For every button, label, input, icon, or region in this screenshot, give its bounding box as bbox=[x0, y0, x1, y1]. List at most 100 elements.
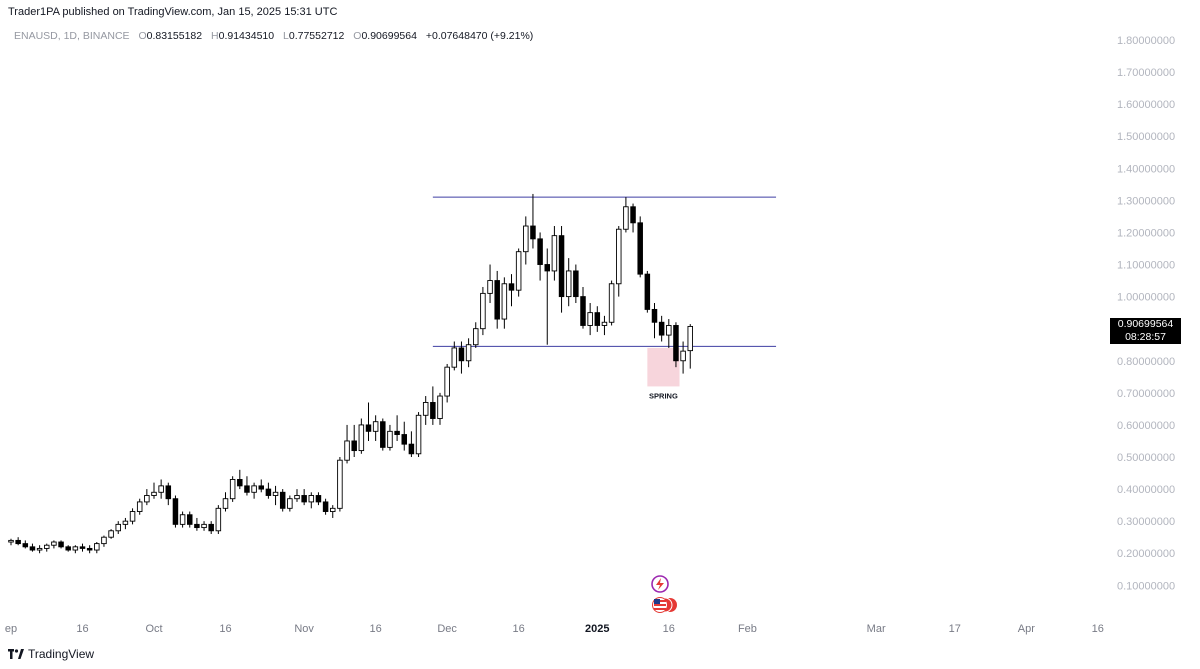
candle[interactable] bbox=[351, 424, 357, 457]
candle[interactable] bbox=[222, 492, 229, 512]
lightning-icon[interactable] bbox=[651, 575, 669, 593]
candle[interactable] bbox=[473, 322, 479, 348]
candle[interactable] bbox=[322, 498, 329, 515]
candle[interactable] bbox=[344, 424, 350, 464]
candle[interactable] bbox=[594, 306, 601, 332]
candle[interactable] bbox=[487, 264, 493, 304]
candle[interactable] bbox=[136, 498, 143, 515]
candle[interactable] bbox=[616, 226, 622, 297]
candle[interactable] bbox=[108, 529, 114, 539]
candle[interactable] bbox=[387, 424, 393, 451]
candle[interactable] bbox=[544, 248, 551, 345]
candle[interactable] bbox=[558, 226, 565, 313]
candle[interactable] bbox=[530, 193, 536, 249]
candle[interactable] bbox=[651, 303, 658, 339]
candle[interactable] bbox=[437, 392, 443, 425]
candle[interactable] bbox=[72, 545, 79, 554]
candle[interactable] bbox=[86, 545, 93, 554]
candle[interactable] bbox=[330, 505, 336, 518]
candle[interactable] bbox=[165, 482, 172, 506]
candle[interactable] bbox=[451, 341, 458, 371]
candle[interactable] bbox=[244, 476, 250, 496]
candle[interactable] bbox=[508, 274, 515, 307]
candle[interactable] bbox=[58, 540, 64, 549]
candle[interactable] bbox=[608, 280, 615, 326]
candle[interactable] bbox=[551, 226, 558, 281]
candle[interactable] bbox=[480, 286, 486, 336]
candle[interactable] bbox=[422, 396, 429, 425]
candle[interactable] bbox=[237, 469, 243, 490]
candle[interactable] bbox=[680, 341, 686, 374]
candle[interactable] bbox=[208, 521, 214, 534]
candle[interactable] bbox=[458, 341, 465, 374]
candle[interactable] bbox=[673, 322, 679, 368]
candle[interactable] bbox=[301, 489, 307, 506]
candle[interactable] bbox=[537, 232, 543, 281]
legend-symbol[interactable]: ENAUSD, 1D, BINANCE bbox=[14, 30, 130, 42]
candle[interactable] bbox=[65, 545, 71, 552]
candle[interactable] bbox=[8, 538, 14, 546]
candle[interactable] bbox=[308, 492, 315, 509]
candle[interactable] bbox=[358, 418, 365, 454]
candle[interactable] bbox=[415, 412, 422, 457]
candle[interactable] bbox=[279, 489, 286, 512]
candle[interactable] bbox=[158, 479, 164, 499]
candle[interactable] bbox=[515, 248, 522, 297]
candle[interactable] bbox=[172, 495, 179, 528]
candle[interactable] bbox=[215, 505, 222, 534]
candle[interactable] bbox=[179, 511, 186, 528]
candle[interactable] bbox=[287, 495, 293, 512]
candle[interactable] bbox=[144, 489, 150, 506]
candle[interactable] bbox=[372, 415, 379, 441]
candle[interactable] bbox=[644, 270, 651, 313]
candle[interactable] bbox=[601, 315, 608, 336]
candle[interactable] bbox=[186, 511, 193, 528]
candle[interactable] bbox=[580, 286, 586, 329]
candle[interactable] bbox=[380, 418, 386, 451]
candle[interactable] bbox=[251, 482, 257, 499]
candle[interactable] bbox=[587, 303, 593, 336]
candle[interactable] bbox=[430, 386, 436, 425]
candle[interactable] bbox=[101, 535, 107, 547]
candle[interactable] bbox=[22, 540, 29, 549]
candle[interactable] bbox=[272, 485, 279, 506]
candle[interactable] bbox=[401, 421, 408, 451]
candle[interactable] bbox=[51, 540, 57, 549]
candle[interactable] bbox=[15, 537, 21, 546]
candle[interactable] bbox=[394, 415, 400, 441]
candle[interactable] bbox=[408, 431, 415, 457]
candle[interactable] bbox=[44, 543, 50, 552]
candle[interactable] bbox=[465, 338, 472, 368]
candle[interactable] bbox=[573, 264, 579, 304]
candle[interactable] bbox=[29, 543, 36, 552]
candle[interactable] bbox=[94, 542, 100, 554]
candle[interactable] bbox=[151, 482, 157, 499]
candle[interactable] bbox=[129, 508, 136, 525]
candle[interactable] bbox=[201, 521, 207, 531]
candle[interactable] bbox=[523, 216, 529, 265]
candle[interactable] bbox=[115, 521, 121, 534]
candle[interactable] bbox=[315, 492, 322, 506]
candle[interactable] bbox=[630, 203, 636, 233]
candle[interactable] bbox=[494, 270, 500, 329]
candle[interactable] bbox=[565, 258, 572, 307]
candle[interactable] bbox=[365, 402, 372, 441]
candle[interactable] bbox=[229, 476, 236, 502]
candle[interactable] bbox=[444, 363, 450, 403]
candle[interactable] bbox=[265, 482, 272, 499]
candle[interactable] bbox=[337, 457, 343, 512]
candle[interactable] bbox=[501, 277, 508, 329]
candle[interactable] bbox=[294, 489, 300, 502]
candle[interactable] bbox=[687, 324, 694, 369]
candle[interactable] bbox=[637, 216, 643, 278]
candle[interactable] bbox=[666, 319, 672, 348]
footer-brand[interactable]: TradingView bbox=[8, 647, 94, 661]
candle[interactable] bbox=[194, 517, 200, 531]
candle[interactable] bbox=[122, 517, 129, 530]
us-flag-event-icon[interactable] bbox=[652, 597, 678, 613]
candle[interactable] bbox=[258, 479, 265, 493]
candle[interactable] bbox=[36, 545, 43, 554]
candle[interactable] bbox=[623, 197, 629, 233]
candle[interactable] bbox=[79, 543, 86, 552]
